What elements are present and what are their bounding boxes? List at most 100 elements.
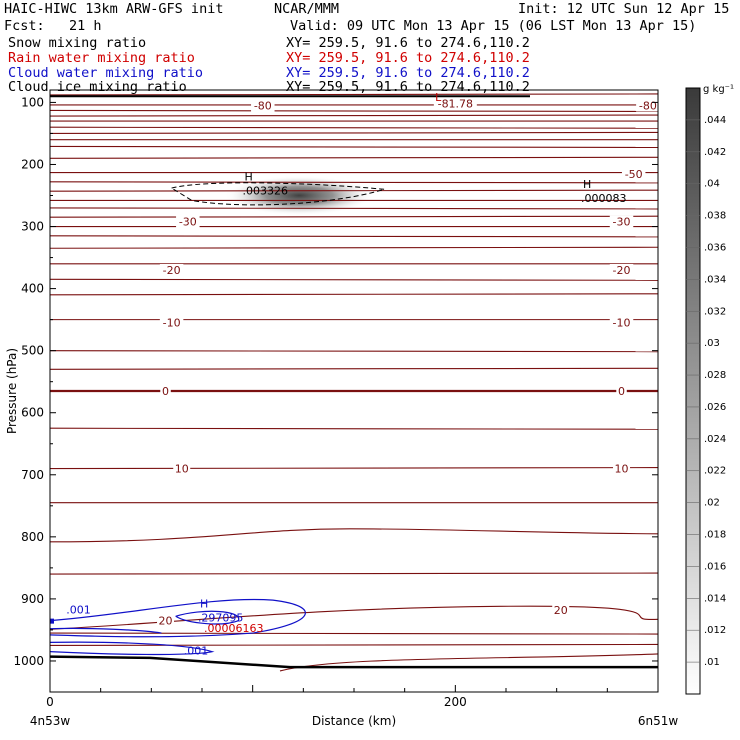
colorbar: [685, 87, 701, 695]
isotherm-label: -80: [254, 100, 272, 113]
cloud-water-label: .001: [184, 644, 209, 657]
isotherm-line: [50, 189, 658, 192]
cloud-water-contour: [175, 610, 240, 625]
x-endpoint-left: 4n53w: [30, 714, 71, 728]
field-cloudwater-xy: XY= 259.5, 91.6 to 274.6,110.2: [286, 65, 530, 81]
colorbar-tick-label: .018: [704, 530, 726, 541]
isotherm-line: [50, 467, 658, 470]
isotherm-label-bg: [616, 385, 627, 397]
isotherm-line: [50, 427, 658, 430]
x-tick-label: 0: [46, 695, 54, 709]
isotherm-line: [50, 109, 658, 113]
isotherm-label-bg: [157, 614, 175, 627]
cloud-water-contour: [50, 598, 306, 638]
cloud-water-label: .001: [66, 603, 91, 616]
isotherm-label-bg: [609, 215, 634, 228]
cloud-water-max-marker: H: [200, 597, 208, 610]
isotherm-line: [50, 145, 658, 149]
isotherm-line: [50, 572, 658, 575]
cloud-water-edge-mark: [50, 618, 54, 624]
isotherm-label: -30: [179, 216, 197, 229]
ice-max-marker: H: [583, 178, 591, 191]
field-rain-name: Rain water mixing ratio: [8, 50, 195, 66]
isotherm-label-bg: [176, 215, 200, 228]
isotherm-label-bg: [160, 385, 171, 397]
y-axis-label: Pressure (hPa): [5, 348, 19, 434]
isotherm-label: 10: [615, 463, 629, 476]
isotherm-label-bg: [251, 99, 275, 112]
isotherm-label: 20: [554, 604, 568, 617]
isotherm-label-bg: [613, 462, 631, 475]
y-tick-label: 600: [21, 406, 44, 420]
isotherm-line: [50, 643, 658, 647]
isotherm-line: [50, 93, 658, 96]
terrain-line: [50, 655, 658, 669]
header-line1-right: Init: 12 UTC Sun 12 Apr 15: [518, 1, 730, 17]
y-tick-label: 700: [21, 468, 44, 482]
isotherm-line: [50, 181, 658, 184]
isotherm-label-bg: [159, 316, 184, 329]
x-endpoint-right: 6n51w: [638, 714, 679, 728]
isotherm-label: -81.78: [438, 98, 473, 111]
isotherm-line: [50, 131, 658, 134]
field-snow-xy: XY= 259.5, 91.6 to 274.6,110.2: [286, 35, 530, 51]
isotherm-label-bg: [433, 97, 477, 110]
isotherm-line: [50, 114, 658, 117]
field-cloudice-name: Cloud ice mixing ratio: [8, 79, 187, 95]
rain-max-value: .00006163: [204, 622, 264, 635]
isotherm-line: [279, 653, 658, 672]
ice-max-value: .000083: [581, 192, 627, 205]
colorbar-tick-label: .042: [704, 147, 726, 158]
colorbar-tick-label: .03: [704, 338, 720, 349]
isotherm-line: [50, 632, 658, 635]
isotherm-label: -30: [613, 216, 631, 229]
isotherm-label: 20: [159, 615, 173, 628]
y-tick-label: 1000: [13, 654, 44, 668]
colorbar-tick-label: .026: [704, 402, 726, 413]
colorbar-tick-label: .014: [704, 593, 726, 604]
isotherm-line: [50, 367, 658, 370]
isotherm-line: [50, 235, 658, 238]
header-line2-left: Fcst: 21 h: [4, 18, 102, 34]
colorbar-tick-label: .036: [704, 242, 726, 253]
y-tick-label: 200: [21, 157, 44, 171]
colorbar-tick-label: .022: [704, 466, 726, 477]
colorbar-units: g kg⁻¹: [703, 84, 734, 95]
isotherm-label: -50: [625, 168, 643, 181]
colorbar-tick-label: .032: [704, 306, 726, 317]
isotherm-label-bg: [609, 316, 634, 329]
y-tick-label: 900: [21, 592, 44, 606]
isotherm-line: [50, 293, 658, 296]
snow-max-marker: H: [245, 170, 253, 183]
header-line1-left: HAIC-HIWC 13km ARW-GFS init: [4, 1, 224, 17]
isotherm-label: -20: [163, 264, 181, 277]
isotherm-label: -10: [613, 317, 631, 330]
isotherm-line: [50, 215, 658, 218]
colorbar-tick-label: .034: [704, 274, 726, 285]
colorbar-tick-label: .016: [704, 561, 726, 572]
isotherm-label-bg: [552, 604, 570, 617]
x-axis-label: Distance (km): [312, 714, 396, 728]
colorbar-tick-label: .028: [704, 370, 726, 381]
isotherm-label: 0: [162, 385, 169, 398]
isotherm-line: [50, 156, 658, 159]
snow-shading: [224, 175, 375, 216]
isotherm-line: [50, 278, 658, 281]
isotherm-label-bg: [621, 167, 646, 180]
colorbar-tick-label: .012: [704, 625, 726, 636]
colorbar-tick-label: .024: [704, 434, 726, 445]
isotherm-line: [50, 350, 658, 353]
isotherm-line: [50, 207, 658, 210]
cloud-water-contour: [50, 627, 162, 634]
y-tick-label: 400: [21, 282, 44, 296]
colorbar-tick-label: .044: [704, 115, 726, 126]
colorbar-tick-label: .01: [704, 657, 720, 668]
y-tick-label: 500: [21, 344, 44, 358]
field-snow-name: Snow mixing ratio: [8, 35, 147, 51]
field-cloudice-xy: XY= 259.5, 91.6 to 274.6,110.2: [286, 79, 530, 95]
isotherm-label: -80: [639, 100, 657, 113]
field-cloudwater-name: Cloud water mixing ratio: [8, 65, 204, 81]
snow-dashed-contour: [170, 182, 385, 206]
cloud-water-max-value: .297095: [198, 611, 244, 624]
isotherm-label-bg: [173, 462, 191, 475]
